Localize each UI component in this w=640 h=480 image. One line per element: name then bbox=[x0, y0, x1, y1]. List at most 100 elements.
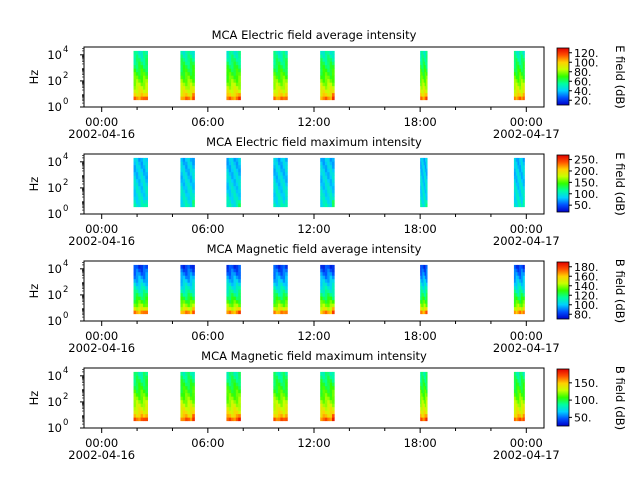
spectrogram-cell bbox=[422, 78, 424, 83]
spectrogram-cell bbox=[226, 171, 230, 176]
spectrogram-cell bbox=[320, 64, 323, 69]
spectrogram-cell bbox=[513, 375, 516, 380]
spectrogram-cell bbox=[285, 192, 288, 197]
spectrogram-cell bbox=[142, 396, 146, 401]
spectrogram-cell bbox=[421, 299, 423, 304]
spectrogram-cell bbox=[513, 303, 516, 308]
spectrogram-cell bbox=[238, 64, 241, 69]
spectrogram-cell bbox=[133, 389, 137, 394]
spectrogram-cell bbox=[515, 299, 518, 304]
data-window bbox=[513, 157, 525, 208]
spectrogram-cell bbox=[322, 271, 326, 276]
spectrogram-cell bbox=[180, 389, 184, 394]
spectrogram-cell bbox=[521, 299, 524, 304]
spectrogram-cell bbox=[521, 296, 524, 301]
spectrogram-cell bbox=[228, 292, 232, 297]
spectrogram-cell bbox=[282, 396, 286, 401]
spectrogram-cell bbox=[320, 399, 323, 404]
spectrogram-cell bbox=[521, 68, 524, 73]
spectrogram-cell bbox=[329, 268, 333, 273]
spectrogram-cell bbox=[423, 199, 426, 204]
spectrogram-cell bbox=[142, 310, 146, 315]
spectrogram-cell bbox=[280, 71, 284, 76]
spectrogram-cell bbox=[133, 410, 137, 415]
spectrogram-cell bbox=[231, 410, 234, 415]
spectrogram-cell bbox=[142, 96, 146, 101]
spectrogram-cell bbox=[135, 192, 139, 197]
spectrogram-cell bbox=[324, 268, 328, 273]
spectrogram-cell bbox=[280, 189, 284, 194]
spectrogram-cell bbox=[238, 296, 241, 301]
spectrogram-cell bbox=[182, 371, 186, 376]
spectrogram-cell bbox=[329, 182, 333, 187]
spectrogram-cell bbox=[424, 410, 427, 415]
spectrogram-cell bbox=[135, 399, 139, 404]
spectrogram-cell bbox=[187, 378, 191, 383]
spectrogram-cell bbox=[135, 378, 139, 383]
spectrogram-cell bbox=[185, 392, 188, 397]
spectrogram-cell bbox=[421, 292, 423, 297]
spectrogram-cell bbox=[521, 54, 524, 59]
spectrogram-cell bbox=[519, 278, 522, 283]
spectrogram-cell bbox=[231, 378, 234, 383]
spectrogram-cell bbox=[238, 410, 241, 415]
spectrogram-cell bbox=[327, 303, 330, 308]
spectrogram-cell bbox=[180, 92, 184, 97]
spectrogram-cell bbox=[238, 399, 241, 404]
spectrogram-cell bbox=[275, 282, 279, 287]
spectrogram-cell bbox=[280, 96, 284, 101]
spectrogram-cell bbox=[329, 396, 333, 401]
spectrogram-cell bbox=[521, 157, 524, 162]
spectrogram-cell bbox=[515, 392, 518, 397]
spectrogram-cell bbox=[515, 50, 518, 55]
spectrogram-cell bbox=[331, 275, 335, 280]
spectrogram-cell bbox=[226, 89, 230, 94]
spectrogram-cell bbox=[422, 278, 424, 283]
spectrogram-cell bbox=[185, 178, 188, 183]
spectrogram-cell bbox=[421, 61, 423, 66]
spectrogram-cell bbox=[519, 310, 522, 315]
plot-frame bbox=[83, 153, 545, 215]
data-window bbox=[273, 264, 288, 315]
spectrogram-cell bbox=[422, 299, 424, 304]
spectrogram-cell bbox=[329, 271, 333, 276]
spectrogram-cell bbox=[519, 189, 522, 194]
spectrogram-cell bbox=[322, 292, 326, 297]
spectrogram-cell bbox=[422, 403, 424, 408]
spectrogram-cell bbox=[140, 182, 144, 187]
spectrogram-cell bbox=[282, 199, 286, 204]
spectrogram-cell bbox=[285, 171, 288, 176]
spectrogram-cell bbox=[192, 282, 195, 287]
spectrogram-cell bbox=[233, 264, 237, 269]
spectrogram-cell bbox=[273, 278, 276, 283]
spectrogram-cell bbox=[426, 292, 428, 297]
spectrogram-cell bbox=[233, 164, 237, 169]
spectrogram-cell bbox=[189, 289, 193, 294]
spectrogram-cell bbox=[424, 392, 427, 397]
spectrogram-cell bbox=[322, 192, 326, 197]
spectrogram-cell bbox=[517, 68, 520, 73]
spectrogram-cell bbox=[423, 375, 426, 380]
spectrogram-cell bbox=[142, 278, 146, 283]
spectrogram-cell bbox=[329, 199, 333, 204]
spectrogram-cell bbox=[192, 303, 195, 308]
spectrogram-cell bbox=[423, 89, 426, 94]
spectrogram-cell bbox=[235, 92, 239, 97]
spectrogram-cell bbox=[145, 82, 148, 87]
spectrogram-cell bbox=[331, 185, 335, 190]
spectrogram-cell bbox=[231, 75, 234, 80]
spectrogram-cell bbox=[238, 164, 241, 169]
spectrogram-cell bbox=[424, 396, 427, 401]
spectrogram-cell bbox=[140, 310, 144, 315]
spectrogram-cell bbox=[145, 378, 148, 383]
spectrogram-cell bbox=[185, 82, 188, 87]
spectrogram-cell bbox=[135, 75, 139, 80]
spectrogram-cell bbox=[513, 296, 516, 301]
spectrogram-cell bbox=[138, 403, 141, 408]
spectrogram-cell bbox=[285, 299, 288, 304]
spectrogram-cell bbox=[421, 385, 423, 390]
data-window bbox=[180, 371, 195, 422]
spectrogram-cell bbox=[142, 413, 146, 418]
spectrogram-cell bbox=[331, 61, 335, 66]
spectrogram-cell bbox=[226, 157, 230, 162]
